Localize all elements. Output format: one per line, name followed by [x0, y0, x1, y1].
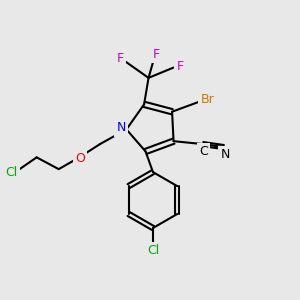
Text: O: O — [75, 152, 85, 165]
Text: N: N — [116, 122, 126, 134]
Text: C: C — [199, 145, 208, 158]
Text: Cl: Cl — [147, 244, 159, 257]
Text: Br: Br — [200, 93, 214, 106]
Text: F: F — [116, 52, 124, 65]
Text: F: F — [176, 60, 184, 73]
Text: Cl: Cl — [5, 167, 18, 179]
Text: F: F — [152, 48, 160, 61]
Text: N: N — [220, 148, 230, 161]
